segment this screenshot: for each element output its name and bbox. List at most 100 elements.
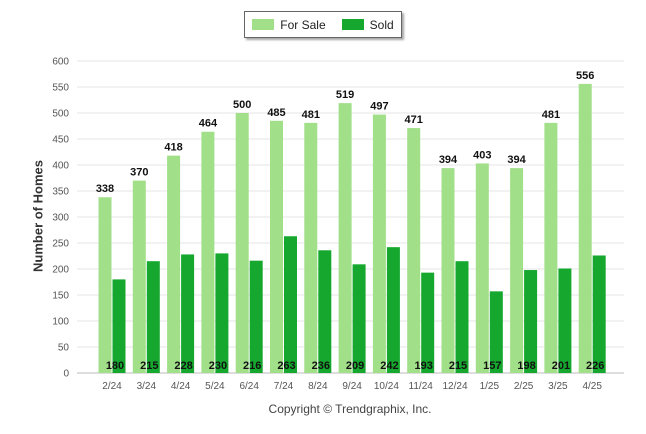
bars: [98, 83, 606, 374]
y-tick-label-300: 300: [52, 213, 69, 224]
y-tick-label-0: 0: [63, 369, 69, 380]
bar-sold-10/24[interactable]: [386, 247, 400, 373]
bar-for-sale-4/24[interactable]: [167, 155, 181, 373]
label-sold-3/25: 201: [552, 360, 570, 372]
label-sold-2/25: 198: [517, 360, 535, 372]
label-sold-6/24: 216: [243, 360, 261, 372]
bar-for-sale-10/24[interactable]: [372, 114, 386, 373]
x-tick-label-4/24: 4/24: [171, 381, 191, 392]
label-for-sale-1/25: 403: [473, 149, 491, 161]
bar-for-sale-5/24[interactable]: [201, 131, 215, 373]
label-for-sale-2/24: 338: [96, 183, 114, 195]
legend-item-for-sale[interactable]: For Sale: [252, 18, 326, 32]
bar-for-sale-6/24[interactable]: [235, 113, 249, 373]
bar-sold-4/25[interactable]: [592, 255, 606, 373]
label-sold-4/25: 226: [586, 360, 604, 372]
label-for-sale-10/24: 497: [370, 101, 388, 113]
bar-sold-5/24[interactable]: [215, 253, 229, 373]
bar-for-sale-4/25[interactable]: [578, 83, 592, 373]
y-tick-label-100: 100: [52, 317, 69, 328]
label-for-sale-4/25: 556: [576, 70, 594, 82]
x-tick-label-1/25: 1/25: [480, 381, 500, 392]
bar-for-sale-9/24[interactable]: [338, 103, 352, 374]
label-for-sale-5/24: 464: [199, 118, 218, 130]
label-for-sale-12/24: 394: [439, 154, 458, 166]
x-tick-label-9/24: 9/24: [342, 381, 362, 392]
bar-for-sale-8/24[interactable]: [304, 122, 318, 373]
y-tick-label-400: 400: [52, 161, 69, 172]
legend-swatch-sold: [341, 19, 364, 30]
legend-label-sold: Sold: [369, 17, 394, 32]
x-tick-label-2/24: 2/24: [102, 381, 122, 392]
label-sold-8/24: 236: [312, 360, 330, 372]
y-tick-label-250: 250: [52, 239, 69, 250]
label-sold-5/24: 230: [209, 360, 227, 372]
label-for-sale-9/24: 519: [336, 89, 354, 101]
bar-for-sale-3/25[interactable]: [544, 122, 558, 373]
label-for-sale-11/24: 471: [405, 114, 423, 126]
y-tick-label-550: 550: [52, 83, 69, 94]
bar-sold-8/24[interactable]: [318, 250, 332, 373]
data-labels: 338 180 370 215 418 228 464 230 500 216 485 263 481 2…: [96, 70, 605, 372]
bar-for-sale-2/25[interactable]: [510, 168, 524, 373]
x-tick-label-3/24: 3/24: [137, 381, 157, 392]
bar-for-sale-3/24[interactable]: [132, 180, 146, 373]
x-tick-label-2/25: 2/25: [514, 381, 534, 392]
bar-for-sale-12/24[interactable]: [441, 168, 455, 373]
y-tick-label-450: 450: [52, 135, 69, 146]
label-for-sale-3/25: 481: [542, 109, 560, 121]
legend-swatch-for-sale: [252, 19, 275, 30]
bar-for-sale-7/24[interactable]: [270, 120, 283, 373]
x-tick-label-7/24: 7/24: [274, 381, 294, 392]
x-tick-label-11/24: 11/24: [409, 381, 434, 392]
bar-for-sale-1/25[interactable]: [475, 163, 489, 373]
label-for-sale-6/24: 500: [233, 99, 251, 111]
y-tick-label-500: 500: [52, 109, 69, 120]
label-for-sale-3/24: 370: [130, 167, 148, 179]
bar-sold-2/24[interactable]: [112, 279, 126, 373]
legend-item-sold[interactable]: Sold: [341, 17, 394, 32]
label-for-sale-2/25: 394: [507, 154, 526, 166]
y-tick-label-50: 50: [58, 343, 70, 354]
bar-sold-9/24[interactable]: [352, 264, 366, 373]
x-tick-label-6/24: 6/24: [239, 381, 259, 392]
bar-sold-3/25[interactable]: [558, 268, 572, 373]
y-tick-label-200: 200: [52, 265, 69, 276]
label-sold-11/24: 193: [415, 360, 433, 372]
bar-sold-7/24[interactable]: [284, 236, 297, 373]
x-tick-label-10/24: 10/24: [374, 381, 399, 392]
label-sold-9/24: 209: [346, 360, 364, 372]
bar-sold-1/25[interactable]: [489, 291, 503, 373]
y-axis-ticks: 0 50 100 150 200 250 300 350 400 450 500 550 600: [52, 57, 69, 380]
x-tick-label-3/25: 3/25: [548, 381, 568, 392]
bar-for-sale-2/24[interactable]: [98, 197, 112, 373]
x-axis-ticks: 2/24 3/24 4/24 5/24 6/24 7/24 8/24 9/24 10/24 11/…: [102, 381, 602, 392]
label-sold-12/24: 215: [449, 360, 467, 372]
y-tick-label-150: 150: [52, 291, 69, 302]
label-sold-3/24: 215: [140, 360, 158, 372]
bar-sold-11/24[interactable]: [421, 272, 435, 373]
bar-for-sale-11/24[interactable]: [407, 128, 421, 373]
label-for-sale-8/24: 481: [302, 109, 320, 121]
bar-sold-12/24[interactable]: [455, 261, 469, 373]
label-sold-1/25: 157: [483, 360, 501, 372]
label-sold-10/24: 242: [380, 360, 398, 372]
x-tick-label-12/24: 12/24: [442, 381, 467, 392]
bar-sold-4/24[interactable]: [181, 254, 195, 373]
x-tick-label-8/24: 8/24: [308, 381, 328, 392]
bar-sold-6/24[interactable]: [249, 260, 263, 373]
label-sold-7/24: 263: [277, 360, 295, 372]
x-tick-label-4/25: 4/25: [582, 381, 602, 392]
y-tick-label-350: 350: [52, 187, 69, 198]
copyright-text: Copyright © Trendgraphix, Inc.: [268, 402, 432, 416]
label-sold-2/24: 180: [106, 360, 124, 372]
x-tick-label-5/24: 5/24: [205, 381, 225, 392]
y-tick-label-600: 600: [52, 57, 69, 68]
label-sold-4/24: 228: [174, 360, 192, 372]
label-for-sale-7/24: 485: [267, 107, 285, 119]
bar-sold-3/24[interactable]: [146, 261, 160, 373]
label-for-sale-4/24: 418: [164, 142, 182, 154]
bar-sold-2/25[interactable]: [524, 270, 538, 373]
legend: For Sale Sold: [244, 11, 402, 38]
